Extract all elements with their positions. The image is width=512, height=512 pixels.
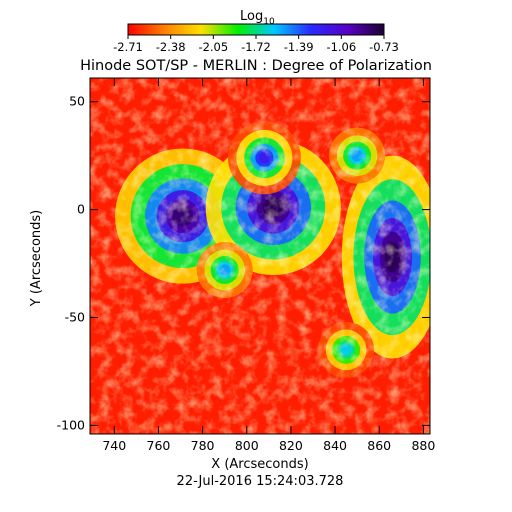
heatmap-texture [90, 78, 430, 434]
chart-title: Hinode SOT/SP - MERLIN : Degree of Polar… [80, 58, 432, 74]
colorbar-tick-label: -1.39 [284, 40, 314, 54]
x-tick-label: 820 [279, 438, 303, 453]
colorbar-label: Log10 [240, 9, 275, 27]
colorbar-tick-label: -1.72 [241, 40, 271, 54]
x-tick-label: 840 [323, 438, 347, 453]
x-tick-label: 880 [411, 438, 435, 453]
x-tick-label: 740 [102, 438, 126, 453]
colorbar-tick-label: -0.73 [369, 40, 399, 54]
x-tick-label: 780 [191, 438, 215, 453]
y-tick-label: -50 [65, 309, 85, 324]
x-tick-label: 860 [367, 438, 391, 453]
colorbar-tick-label: -2.71 [113, 40, 143, 54]
y-axis: -100 -50 0 50 [57, 94, 430, 432]
heatmap-image [90, 78, 430, 434]
y-tick-label: 50 [69, 94, 85, 109]
colorbar-tick-label: -2.38 [156, 40, 186, 54]
colorbar-bar [127, 23, 385, 36]
plot-frame [89, 77, 431, 435]
y-tick-label: 0 [77, 202, 85, 217]
x-tick-label: 800 [235, 438, 259, 453]
colorbar-tick-label: -1.06 [326, 40, 356, 54]
colorbar-tick-label: -2.05 [198, 40, 228, 54]
x-axis: 740 760 780 800 820 840 860 880 [102, 78, 435, 453]
x-axis-label: X (Arcseconds) [211, 457, 308, 472]
timestamp: 22-Jul-2016 15:24:03.728 [177, 474, 344, 489]
colorbar: Log10 -2.71 -2.38 -2.05 -1.72 -1.39 -1.06 -0.7… [113, 9, 399, 54]
x-tick-label: 760 [147, 438, 171, 453]
y-axis-label: Y (Arcseconds) [29, 210, 44, 307]
y-tick-label: -100 [57, 417, 85, 432]
colorbar-ticks: -2.71 -2.38 -2.05 -1.72 -1.39 -1.06 -0.73 [113, 35, 399, 54]
